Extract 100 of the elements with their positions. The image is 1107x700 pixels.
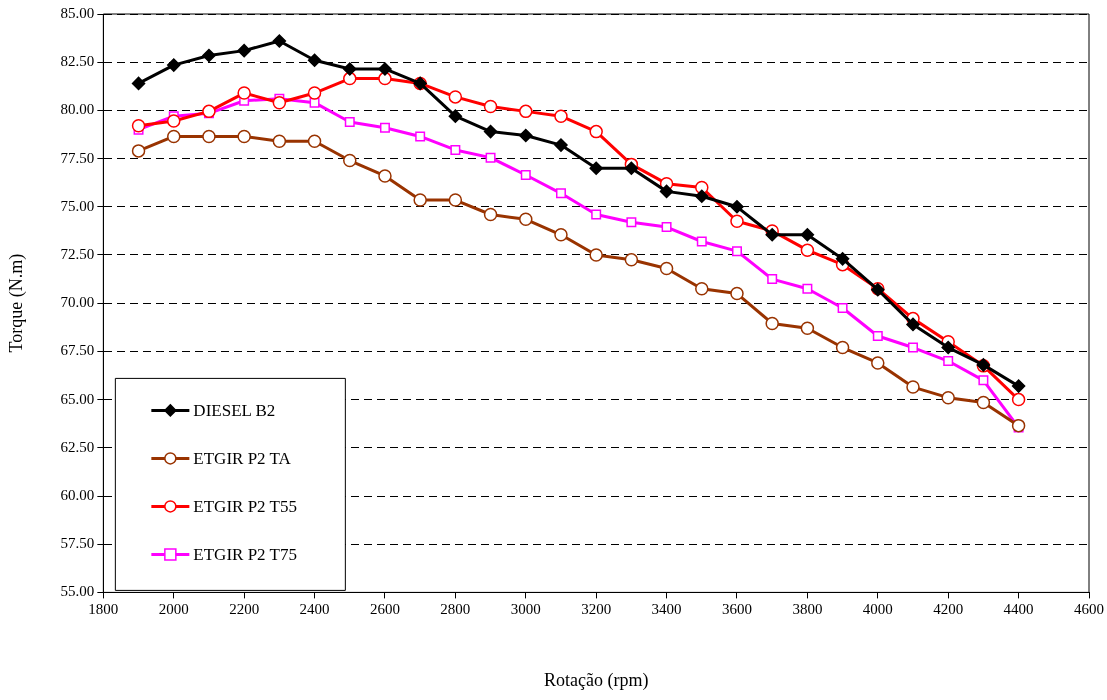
point xyxy=(800,228,815,242)
point xyxy=(167,129,181,144)
point xyxy=(448,90,463,104)
x-tick-label: 2600 xyxy=(369,601,400,618)
point xyxy=(554,228,568,242)
point xyxy=(309,97,320,108)
point xyxy=(450,144,461,155)
point xyxy=(1011,379,1026,393)
y-tick-label: 67.50 xyxy=(60,342,95,359)
point xyxy=(344,116,355,127)
point xyxy=(695,281,709,296)
point xyxy=(519,104,533,119)
point xyxy=(202,104,216,119)
y-tick-label: 80.00 xyxy=(60,101,95,118)
point xyxy=(589,161,603,175)
legend-label: ETGIR P2 T55 xyxy=(193,496,297,516)
point xyxy=(835,252,850,266)
y-tick-label: 65.00 xyxy=(60,390,95,407)
point xyxy=(589,124,603,139)
x-tick-label: 2800 xyxy=(440,601,471,618)
point xyxy=(659,184,674,199)
point xyxy=(379,122,390,133)
point xyxy=(483,99,498,114)
x-tick-label: 2400 xyxy=(299,601,330,618)
point xyxy=(131,119,146,133)
point xyxy=(237,86,251,100)
point xyxy=(624,253,639,267)
point xyxy=(448,109,463,123)
point xyxy=(307,134,322,148)
point xyxy=(483,207,498,222)
y-tick-label: 62.50 xyxy=(60,438,95,455)
point xyxy=(765,228,779,242)
point xyxy=(765,316,779,331)
point xyxy=(906,317,920,332)
point xyxy=(202,48,216,63)
point xyxy=(661,222,672,233)
y-tick-label: 72.50 xyxy=(60,245,95,262)
point xyxy=(483,124,498,139)
point xyxy=(730,286,744,301)
point xyxy=(448,193,463,207)
y-tick-label: 75.00 xyxy=(60,197,95,214)
point xyxy=(555,188,566,199)
point xyxy=(591,209,602,220)
point xyxy=(800,243,815,257)
point xyxy=(378,169,392,183)
point xyxy=(167,58,181,72)
point xyxy=(695,189,709,203)
point xyxy=(554,109,568,123)
y-tick-label: 60.00 xyxy=(60,486,95,503)
point xyxy=(131,76,146,91)
y-tick-label: 85.00 xyxy=(60,4,95,21)
point xyxy=(730,200,744,214)
point xyxy=(802,283,813,294)
point xyxy=(131,144,146,158)
x-tick-label: 3200 xyxy=(581,601,612,618)
point xyxy=(237,43,251,58)
point xyxy=(307,86,322,100)
point xyxy=(519,128,533,143)
point xyxy=(272,95,287,110)
point xyxy=(978,375,989,386)
y-tick-label: 82.50 xyxy=(60,53,95,70)
point xyxy=(307,53,322,68)
point xyxy=(767,274,778,285)
legend-label: ETGIR P2 T75 xyxy=(193,544,297,564)
x-tick-label: 2000 xyxy=(158,601,189,618)
point xyxy=(976,395,991,410)
point xyxy=(941,340,955,355)
point xyxy=(554,138,568,152)
point xyxy=(626,217,637,228)
point xyxy=(1011,418,1026,433)
point xyxy=(1011,392,1026,407)
x-tick-label: 4400 xyxy=(1003,601,1034,618)
point xyxy=(624,161,639,175)
point xyxy=(659,261,674,276)
point xyxy=(906,380,920,394)
point xyxy=(908,342,918,353)
point xyxy=(343,153,357,168)
point xyxy=(696,236,707,247)
point xyxy=(415,131,426,142)
point xyxy=(272,134,287,148)
x-tick-label: 4200 xyxy=(933,601,964,618)
x-tick-label: 4600 xyxy=(1074,601,1104,618)
point xyxy=(485,152,496,163)
point xyxy=(343,62,357,76)
x-tick-label: 4000 xyxy=(862,601,893,618)
point xyxy=(520,170,531,180)
point xyxy=(941,390,955,405)
x-tick-label: 1800 xyxy=(88,601,119,618)
x-axis-title: Rotação (rpm) xyxy=(543,669,649,691)
x-tick-label: 3800 xyxy=(792,601,823,618)
point xyxy=(202,129,216,144)
y-tick-label: 77.50 xyxy=(60,149,95,166)
point xyxy=(872,330,883,341)
point xyxy=(837,303,848,314)
point xyxy=(272,34,287,48)
point xyxy=(237,129,251,144)
point xyxy=(413,193,427,207)
y-axis-title: Torque (N.m) xyxy=(5,253,27,353)
x-tick-label: 2200 xyxy=(229,601,260,618)
point xyxy=(378,62,392,76)
